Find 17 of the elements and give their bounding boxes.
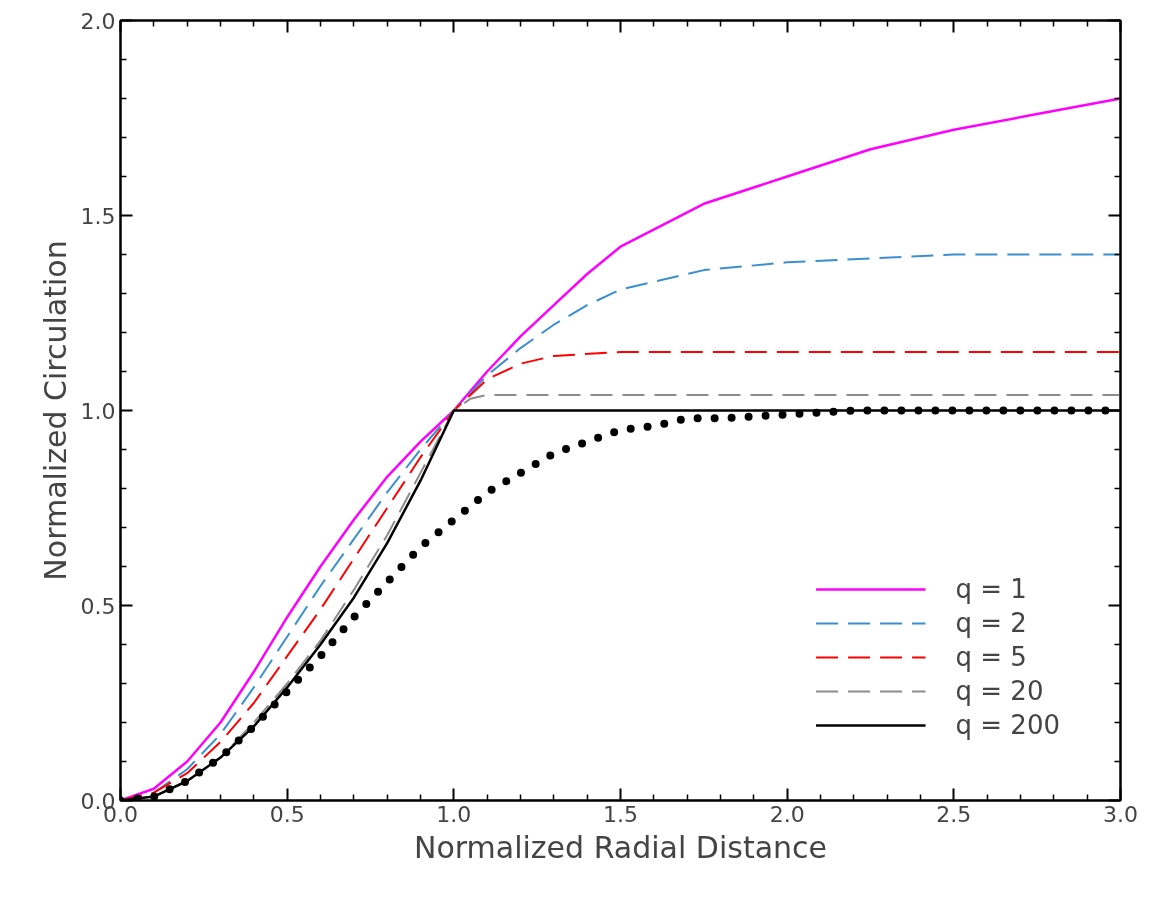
- x-axis-title: Normalized Radial Distance: [413, 829, 828, 865]
- legend-label: q = 2: [955, 608, 1027, 638]
- x-tick-label: 1.5: [603, 801, 639, 827]
- y-tick-label: 2.0: [80, 8, 116, 34]
- y-tick-label: 1.5: [80, 203, 116, 229]
- legend-label: q = 5: [955, 642, 1027, 672]
- legend-label: q = 1: [955, 574, 1027, 604]
- y-tick-label: 0.5: [80, 593, 116, 619]
- y-tick-label: 1.0: [80, 398, 116, 424]
- legend-label: q = 200: [955, 710, 1060, 740]
- x-tick-label: 2.5: [936, 801, 972, 827]
- x-tick-label: 2.0: [769, 801, 805, 827]
- x-tick-label: 1.0: [436, 801, 472, 827]
- y-axis-title: Normalized Circulation: [37, 240, 73, 581]
- x-tick-label: 3.0: [1103, 801, 1139, 827]
- legend-label: q = 20: [955, 676, 1044, 706]
- x-tick-label: 0.5: [269, 801, 305, 827]
